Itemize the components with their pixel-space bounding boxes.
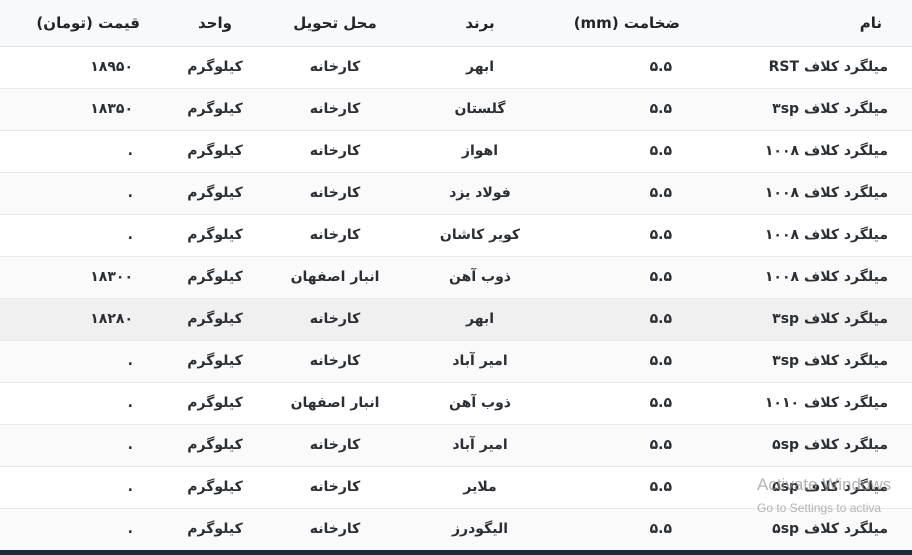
cell-thickness: ۵.۵ <box>560 46 690 89</box>
cell-unit: کیلوگرم <box>160 88 270 131</box>
cell-price: ۱۸۳۵۰ <box>0 88 160 131</box>
table-row[interactable]: میلگرد کلاف ۵sp ۵.۵ ملایر کارخانه کیلوگرم. <box>0 466 912 509</box>
cell-unit: کیلوگرم <box>160 172 270 215</box>
cell-unit: کیلوگرم <box>160 298 270 341</box>
cell-brand: اهواز <box>400 130 560 173</box>
table-row[interactable]: میلگرد کلاف ۳sp ۵.۵ گلستان کارخانه کیلوگرم ۱۸… <box>0 88 912 131</box>
cell-thickness: ۵.۵ <box>560 130 690 173</box>
cell-price: . <box>0 508 160 551</box>
cell-thickness: ۵.۵ <box>560 256 690 299</box>
table-row[interactable]: میلگرد کلاف ۳sp ۵.۵ امیر آباد کارخانه کیلوگر… <box>0 340 912 383</box>
cell-price: . <box>0 130 160 173</box>
cell-unit: کیلوگرم <box>160 508 270 551</box>
cell-delivery: کارخانه <box>270 214 400 257</box>
cell-thickness: ۵.۵ <box>560 298 690 341</box>
cell-delivery: کارخانه <box>270 340 400 383</box>
cell-brand: گلستان <box>400 88 560 131</box>
cell-brand: امیر آباد <box>400 340 560 383</box>
table-row[interactable]: میلگرد کلاف ۱۰۱۰ ۵.۵ ذوب آهن انبار اصفهان کی… <box>0 382 912 425</box>
cell-brand: ابهر <box>400 298 560 341</box>
cell-name: میلگرد کلاف ۱۰۰۸ <box>690 130 912 173</box>
cell-delivery: انبار اصفهان <box>270 382 400 425</box>
cell-unit: کیلوگرم <box>160 340 270 383</box>
cell-name: میلگرد کلاف ۵sp <box>690 424 912 467</box>
price-table-header: نام ضخامت (mm) برند محل تحویل واحد قیمت (توما… <box>0 0 912 47</box>
column-header-brand: برند <box>400 0 560 47</box>
cell-delivery: کارخانه <box>270 466 400 509</box>
cell-unit: کیلوگرم <box>160 130 270 173</box>
cell-thickness: ۵.۵ <box>560 508 690 551</box>
bottom-bar <box>0 550 912 555</box>
cell-name: میلگرد کلاف ۱۰۰۸ <box>690 256 912 299</box>
cell-price: ۱۸۲۸۰ <box>0 298 160 341</box>
table-row[interactable]: میلگرد کلاف ۱۰۰۸ ۵.۵ ذوب آهن انبار اصفهان کی… <box>0 256 912 299</box>
cell-name: میلگرد کلاف ۱۰۰۸ <box>690 172 912 215</box>
cell-unit: کیلوگرم <box>160 214 270 257</box>
cell-name: میلگرد کلاف ۵sp <box>690 466 912 509</box>
price-table-body: میلگرد کلاف RST ۵.۵ ابهر کارخانه کیلوگرم ۱۸۹۵… <box>0 46 912 551</box>
table-row[interactable]: میلگرد کلاف ۵sp ۵.۵ امیر آباد کارخانه کیلوگر… <box>0 424 912 467</box>
cell-price: . <box>0 424 160 467</box>
cell-brand: امیر آباد <box>400 424 560 467</box>
cell-unit: کیلوگرم <box>160 382 270 425</box>
cell-brand: الیگودرز <box>400 508 560 551</box>
cell-thickness: ۵.۵ <box>560 466 690 509</box>
cell-thickness: ۵.۵ <box>560 88 690 131</box>
cell-unit: کیلوگرم <box>160 46 270 89</box>
cell-unit: کیلوگرم <box>160 466 270 509</box>
cell-price: ۱۸۹۵۰ <box>0 46 160 89</box>
cell-name: میلگرد کلاف ۳sp <box>690 340 912 383</box>
table-row[interactable]: میلگرد کلاف ۱۰۰۸ ۵.۵ اهواز کارخانه کیلوگرم. <box>0 130 912 173</box>
table-row[interactable]: میلگرد کلاف ۵sp ۵.۵ الیگودرز کارخانه کیلوگرم… <box>0 508 912 551</box>
cell-name: میلگرد کلاف ۱۰۱۰ <box>690 382 912 425</box>
cell-name: میلگرد کلاف ۱۰۰۸ <box>690 214 912 257</box>
cell-delivery: کارخانه <box>270 172 400 215</box>
table-row[interactable]: میلگرد کلاف RST ۵.۵ ابهر کارخانه کیلوگرم ۱۸۹۵… <box>0 46 912 89</box>
cell-delivery: کارخانه <box>270 130 400 173</box>
table-row[interactable]: میلگرد کلاف ۱۰۰۸ ۵.۵ فولاد یزد کارخانه کیلوگ… <box>0 172 912 215</box>
column-header-delivery: محل تحویل <box>270 0 400 47</box>
cell-unit: کیلوگرم <box>160 256 270 299</box>
cell-brand: فولاد یزد <box>400 172 560 215</box>
cell-name: میلگرد کلاف ۳sp <box>690 298 912 341</box>
cell-thickness: ۵.۵ <box>560 382 690 425</box>
cell-thickness: ۵.۵ <box>560 172 690 215</box>
column-header-thickness: ضخامت (mm) <box>560 0 690 47</box>
cell-brand: ذوب آهن <box>400 256 560 299</box>
cell-price: . <box>0 340 160 383</box>
cell-delivery: کارخانه <box>270 88 400 131</box>
cell-price: ۱۸۳۰۰ <box>0 256 160 299</box>
cell-name: میلگرد کلاف RST <box>690 46 912 89</box>
cell-delivery: کارخانه <box>270 424 400 467</box>
cell-price: . <box>0 172 160 215</box>
cell-price: . <box>0 466 160 509</box>
cell-name: میلگرد کلاف ۵sp <box>690 508 912 551</box>
column-header-unit: واحد <box>160 0 270 47</box>
cell-brand: ابهر <box>400 46 560 89</box>
cell-delivery: انبار اصفهان <box>270 256 400 299</box>
cell-brand: کویر کاشان <box>400 214 560 257</box>
table-row[interactable]: میلگرد کلاف ۳sp ۵.۵ ابهر کارخانه کیلوگرم ۱۸۲۸… <box>0 298 912 341</box>
column-header-name: نام <box>690 0 912 47</box>
cell-brand: ملایر <box>400 466 560 509</box>
cell-brand: ذوب آهن <box>400 382 560 425</box>
cell-delivery: کارخانه <box>270 298 400 341</box>
cell-delivery: کارخانه <box>270 46 400 89</box>
cell-unit: کیلوگرم <box>160 424 270 467</box>
cell-price: . <box>0 214 160 257</box>
cell-thickness: ۵.۵ <box>560 340 690 383</box>
table-row[interactable]: میلگرد کلاف ۱۰۰۸ ۵.۵ کویر کاشان کارخانه کیلو… <box>0 214 912 257</box>
cell-price: . <box>0 382 160 425</box>
column-header-price: قیمت (تومان) <box>0 0 160 47</box>
cell-thickness: ۵.۵ <box>560 214 690 257</box>
cell-thickness: ۵.۵ <box>560 424 690 467</box>
cell-name: میلگرد کلاف ۳sp <box>690 88 912 131</box>
cell-delivery: کارخانه <box>270 508 400 551</box>
header-row: نام ضخامت (mm) برند محل تحویل واحد قیمت (توما… <box>0 0 912 47</box>
